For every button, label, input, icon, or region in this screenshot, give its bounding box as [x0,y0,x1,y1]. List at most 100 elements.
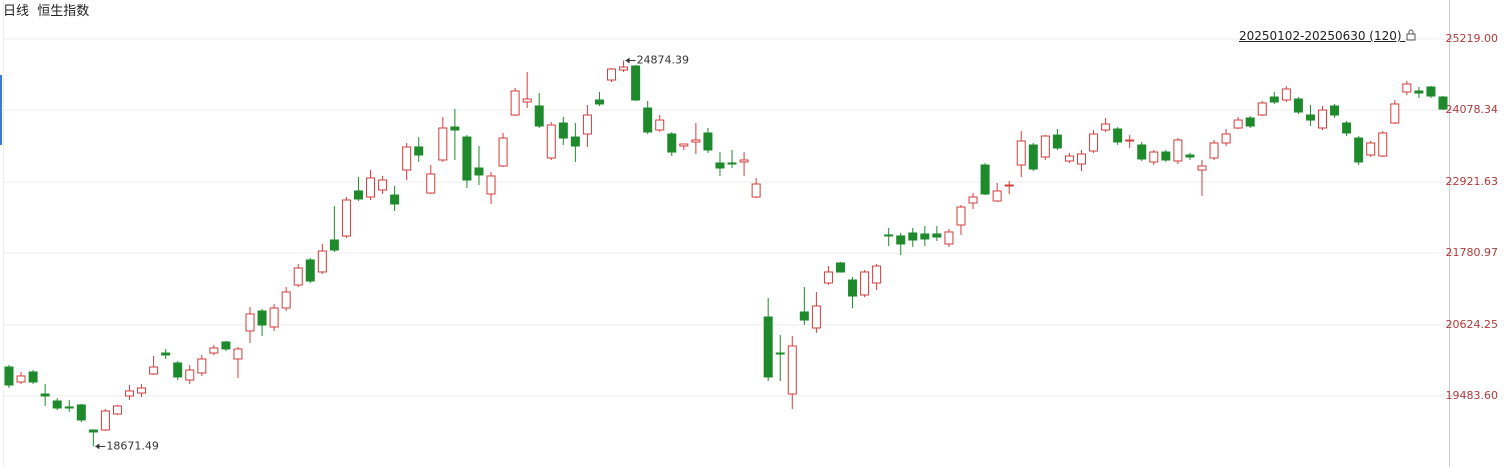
candle-body [341,199,351,237]
candle-body [1016,140,1026,166]
candle-body [1209,142,1219,159]
candle-body [631,65,641,101]
candle-body [257,310,267,326]
period[interactable]: 日线 [3,4,30,19]
candle-body [884,234,894,237]
candle-body [594,99,604,105]
candle-body [1137,144,1147,160]
candle-body [1052,134,1062,149]
candle-body [1378,132,1388,157]
candle-body [703,132,713,151]
candle-body [751,183,761,198]
candle-body [293,267,303,286]
candle-body [1089,133,1099,152]
candle-body [1149,151,1159,163]
candle-body [1101,123,1111,131]
candle-body [522,98,532,103]
candle-body [498,137,508,167]
candle-body [233,348,243,360]
extreme-arrowhead [625,57,630,64]
candle-body [558,122,568,139]
date-range-text[interactable]: 20250102-20250630 (120) [1239,29,1402,43]
candle-body [366,177,376,198]
candle-body [125,390,135,397]
candle-body [4,366,14,386]
candle-body [40,393,50,397]
candle-body [1390,103,1400,124]
candle-body [980,164,990,195]
candle-body [835,262,845,273]
candle-body [281,291,291,309]
candle-body [185,369,195,381]
candle-body [619,66,629,71]
candle-body [1414,90,1424,94]
candle-body [1293,98,1303,113]
candle-body [88,429,98,433]
candle-body [848,279,858,297]
candle-body [1257,102,1267,116]
candle-body [16,375,26,383]
candle-body [76,404,86,421]
candle-body [426,173,436,194]
candle-body [1221,133,1231,144]
candle-body [582,114,592,135]
candle-body [1076,153,1086,165]
candle-body [896,235,906,245]
candle-body [775,352,785,355]
candle-body [799,311,809,321]
candle-body [715,162,725,169]
candle-body [269,307,279,328]
candle-body [1004,184,1014,187]
lock-icon[interactable] [1405,29,1417,41]
candle-body [643,107,653,133]
candle-body [1040,135,1050,158]
candle-body [607,68,617,81]
candle-body [691,139,701,143]
date-range[interactable]: 20250102-20250630 (120) [1239,29,1417,43]
candle-body [1426,86,1436,97]
candle-body [112,405,122,415]
candle-body [956,206,966,226]
candle-body [992,190,1002,202]
candle-body [173,362,183,378]
candle-body [727,162,737,165]
candle-body [823,271,833,284]
index-name: 恒生指数 [37,4,90,19]
candle-body [534,105,544,127]
candle-body [1185,154,1195,158]
candle-body [245,313,255,332]
candle-body [149,366,159,375]
candle-body [317,250,327,273]
candle-body [1245,117,1255,127]
candle-body [968,196,978,204]
candle-body [28,371,38,383]
candle-body [197,358,207,374]
candle-body [811,305,821,329]
candle-body [1402,83,1412,93]
candle-body [1161,151,1171,161]
candle-body [1330,105,1340,116]
candle-body [1064,155,1074,162]
candle-body [414,146,424,156]
candle-body [860,271,870,296]
candle-body [64,406,74,409]
candle-body [932,233,942,238]
y-tick-label: 19483.60 [1446,389,1499,402]
candle-body [655,119,665,131]
candle-body [474,167,484,176]
candle-body [546,124,556,159]
candle-body [1366,142,1376,156]
candle-body [1028,144,1038,170]
candle-body [329,239,339,251]
extreme-label: 24874.39 [637,53,690,66]
candle-body [1173,139,1183,162]
candle-body [679,143,689,147]
candle-body [787,345,797,395]
side-marker [0,75,2,145]
y-tick-label: 22921.63 [1446,175,1499,188]
candle-body [305,259,315,282]
candle-body [137,387,147,394]
candle-body [944,231,954,245]
